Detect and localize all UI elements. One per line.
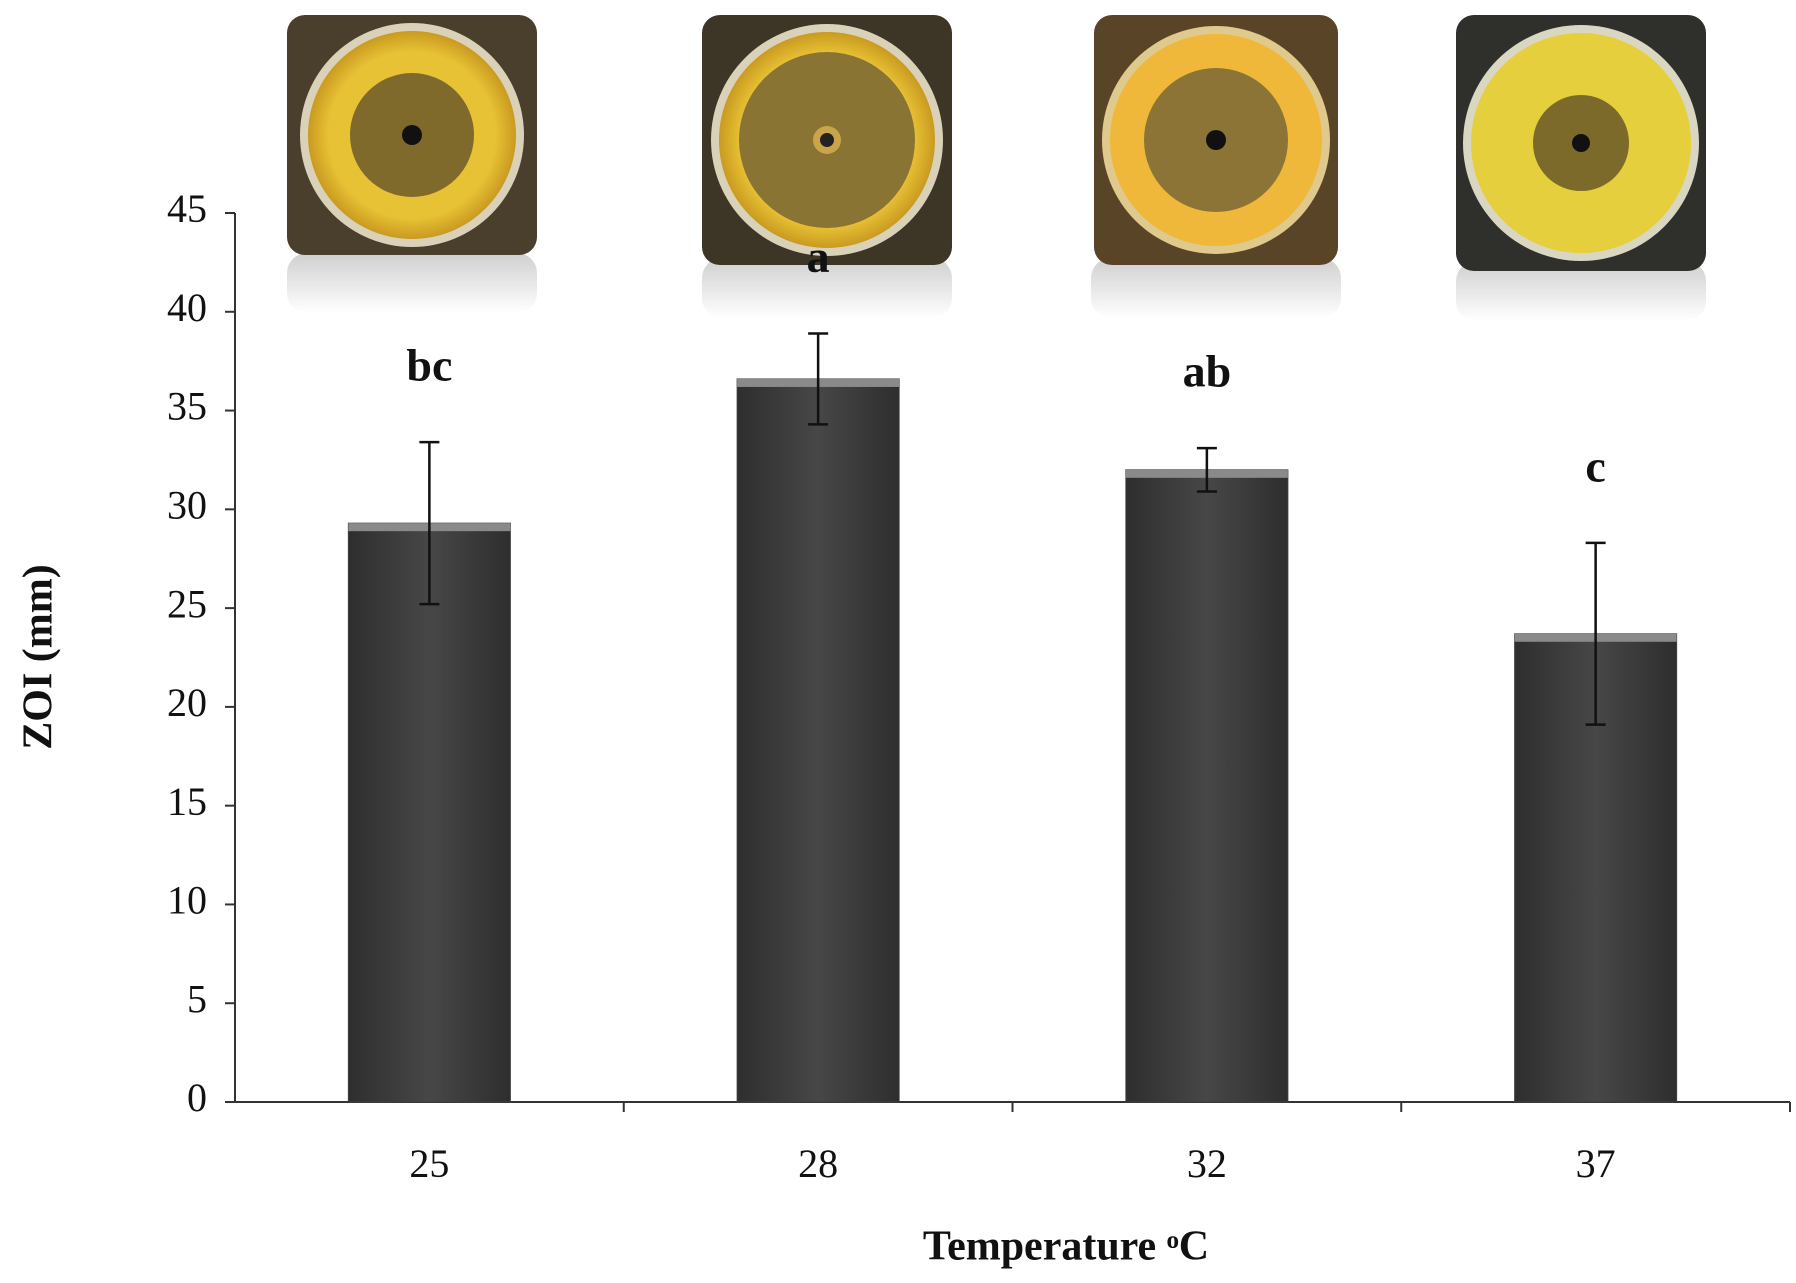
bar [1126, 470, 1288, 1102]
y-tick-label: 15 [167, 779, 207, 824]
y-tick-label: 30 [167, 483, 207, 528]
significance-letter: bc [406, 340, 452, 391]
y-tick-label: 0 [187, 1075, 207, 1120]
significance-letter: a [807, 231, 830, 282]
y-tick-label: 45 [167, 186, 207, 231]
chart: Temperature ᵒC ZOI (mm) 0 5 10 15 20 25 30 35 40… [0, 0, 1796, 1283]
y-tick-label: 10 [167, 878, 207, 923]
y-tick-label: 20 [167, 680, 207, 725]
y-axis-title: ZOI (mm) [16, 564, 62, 749]
bar [348, 523, 510, 1102]
petri-dish [1456, 15, 1706, 321]
y-tick-label: 5 [187, 976, 207, 1021]
petri-dish [287, 15, 537, 313]
y-tick-label: 40 [167, 285, 207, 330]
petri-dish [1091, 15, 1341, 318]
bar [737, 379, 899, 1102]
x-tick-label: 28 [798, 1141, 838, 1186]
significance-letter: ab [1183, 346, 1232, 397]
petri-images [287, 15, 1706, 321]
x-tick-label: 32 [1187, 1141, 1227, 1186]
y-tick-label: 25 [167, 581, 207, 626]
x-tick-label: 25 [409, 1141, 449, 1186]
x-axis-title: Temperature ᵒC [923, 1224, 1209, 1270]
x-tick-label: 37 [1576, 1141, 1616, 1186]
significance-letter: c [1585, 440, 1605, 491]
y-tick-label: 35 [167, 384, 207, 429]
